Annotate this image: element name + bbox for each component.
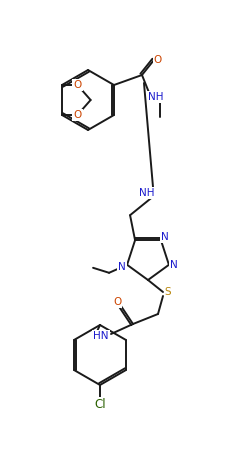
Text: O: O bbox=[73, 110, 82, 120]
Text: O: O bbox=[154, 55, 162, 65]
Text: HN: HN bbox=[93, 331, 109, 341]
Text: Cl: Cl bbox=[94, 399, 106, 412]
Text: NH: NH bbox=[139, 188, 155, 198]
Text: O: O bbox=[113, 297, 121, 307]
Text: N: N bbox=[161, 232, 169, 242]
Text: N: N bbox=[170, 260, 178, 270]
Text: O: O bbox=[73, 80, 82, 90]
Text: NH: NH bbox=[148, 92, 164, 102]
Text: N: N bbox=[118, 262, 126, 272]
Text: S: S bbox=[165, 287, 171, 297]
